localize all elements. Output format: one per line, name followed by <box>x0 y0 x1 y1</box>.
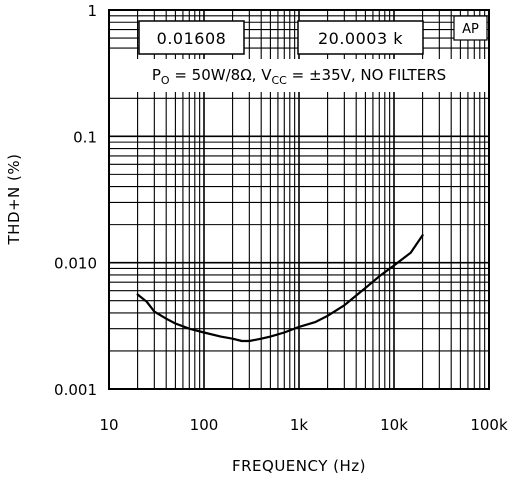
readout-frequency: 20.0003 k <box>318 29 403 48</box>
x-axis-label: FREQUENCY (Hz) <box>232 457 366 475</box>
y-tick-label: 0.010 <box>54 255 97 273</box>
y-tick-labels: 1 0.1 0.010 0.001 <box>54 2 97 399</box>
cond-v: V <box>261 66 272 84</box>
ap-badge: AP <box>462 22 479 37</box>
x-tick-labels: 10 100 1k 10k 100k <box>99 416 508 434</box>
y-axis-label: THD+N (%) <box>5 153 23 245</box>
test-conditions: PO = 50W/8Ω, VCC = ±35V, NO FILTERS <box>152 66 446 87</box>
series-line-thd <box>136 234 424 343</box>
x-tick-label: 1k <box>290 416 309 434</box>
cond-v-sub: CC <box>271 74 287 87</box>
conditions-box <box>110 59 488 92</box>
y-tick-label: 0.1 <box>73 128 97 146</box>
y-tick-label: 1 <box>87 2 97 20</box>
readout-value-box <box>138 20 245 55</box>
cond-p-rest: = 50W/8 <box>170 66 241 84</box>
ap-badge-box <box>453 15 488 41</box>
cond-omega: Ω <box>240 66 251 84</box>
cond-p-sub: O <box>161 74 170 87</box>
cond-sep: , <box>252 66 262 84</box>
x-tick-label: 100 <box>190 416 219 434</box>
cond-p: P <box>152 66 161 84</box>
x-tick-label: 10k <box>380 416 408 434</box>
readout-value: 0.01608 <box>157 29 227 48</box>
x-tick-label: 100k <box>470 416 508 434</box>
readout-frequency-box <box>297 20 424 55</box>
cond-v-rest: = ±35V, NO FILTERS <box>287 66 446 84</box>
plot-frame <box>108 9 490 390</box>
x-tick-label: 10 <box>99 416 118 434</box>
y-tick-label: 0.001 <box>54 381 97 399</box>
